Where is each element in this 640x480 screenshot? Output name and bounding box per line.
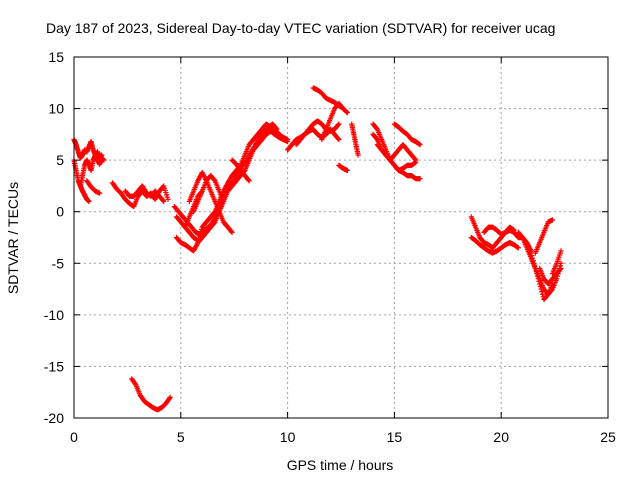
data-point <box>344 110 351 116</box>
data-point <box>101 157 107 163</box>
data-point <box>539 291 546 297</box>
x-tick-label: 15 <box>387 429 403 445</box>
data-point <box>99 152 105 158</box>
data-point <box>228 228 234 235</box>
y-tick-label: 10 <box>48 101 64 117</box>
series-arc-24 <box>391 121 423 148</box>
series-arc-1 <box>71 136 107 167</box>
data-point <box>532 263 538 269</box>
data-points <box>71 85 564 413</box>
data-point <box>161 198 167 204</box>
data-point <box>530 258 536 264</box>
series-arc-4 <box>84 178 103 196</box>
chart-title: Day 187 of 2023, Sidereal Day-to-day VTE… <box>46 20 555 36</box>
x-axis-label: GPS time / hours <box>287 457 394 473</box>
series-arc-26 <box>468 234 521 256</box>
data-point <box>529 255 536 261</box>
series-arc-3 <box>77 183 92 204</box>
data-point <box>412 156 418 162</box>
data-point <box>515 245 521 251</box>
data-point <box>97 190 103 196</box>
data-point <box>557 266 563 272</box>
series-arc-5 <box>109 180 171 210</box>
data-point <box>340 105 346 112</box>
data-point <box>339 105 346 111</box>
data-point <box>344 167 351 174</box>
grid-lines <box>74 57 608 418</box>
x-tick-label: 25 <box>600 429 616 445</box>
series-arc-14 <box>229 157 252 184</box>
data-point <box>511 227 517 233</box>
data-point <box>558 265 564 272</box>
series-arc-17 <box>310 85 351 116</box>
data-point <box>417 176 423 182</box>
data-point <box>274 126 280 132</box>
y-tick-labels: -20 -15 -10 -5 0 5 10 15 <box>44 49 64 426</box>
y-tick-label: -10 <box>44 307 64 323</box>
y-axis-label: SDTVAR / TECUs <box>5 182 21 294</box>
series-arc-31 <box>532 217 556 256</box>
y-tick-label: 15 <box>48 49 64 65</box>
data-point <box>285 136 291 143</box>
series-arc-19 <box>336 162 351 174</box>
data-point <box>336 136 342 143</box>
data-point <box>132 381 138 387</box>
data-point <box>417 142 423 148</box>
series-arc-27 <box>481 224 517 238</box>
series-arc-32 <box>549 248 564 277</box>
series-arc-10 <box>171 121 280 238</box>
data-point <box>229 229 235 235</box>
series-arc-7 <box>129 376 173 413</box>
data-point <box>246 178 252 184</box>
axis-ticks <box>73 56 609 419</box>
data-point <box>220 198 227 204</box>
x-tick-label: 20 <box>493 429 509 445</box>
series-arc-18 <box>319 100 346 143</box>
y-tick-label: -5 <box>52 255 65 271</box>
data-point <box>199 188 205 194</box>
data-point <box>336 121 342 127</box>
data-point <box>160 197 166 204</box>
series-arc-21 <box>370 121 423 182</box>
x-tick-label: 5 <box>177 429 185 445</box>
series-arc-29 <box>524 240 564 297</box>
x-tick-label: 10 <box>280 429 296 445</box>
data-point <box>355 152 361 158</box>
data-point <box>273 125 279 131</box>
series-arc-23 <box>374 142 419 163</box>
series-arc-30 <box>537 265 564 287</box>
data-point <box>166 395 173 402</box>
y-tick-label: 5 <box>56 152 64 168</box>
plot-frame <box>73 56 609 419</box>
x-tick-label: 0 <box>70 429 78 445</box>
data-point <box>86 198 92 204</box>
y-tick-label: 0 <box>56 204 64 220</box>
data-point <box>245 177 252 183</box>
y-tick-label: -15 <box>44 358 64 374</box>
data-point <box>558 248 564 254</box>
data-point <box>165 196 171 202</box>
data-point <box>335 136 341 142</box>
series-arc-2 <box>71 149 105 189</box>
data-point <box>167 394 173 400</box>
series-arc-13 <box>182 188 205 230</box>
series-arc-20 <box>349 121 361 158</box>
data-point <box>413 157 419 163</box>
data-point <box>531 260 537 266</box>
data-point <box>549 217 556 223</box>
y-tick-label: -20 <box>44 410 64 426</box>
series-arc-6 <box>122 183 167 204</box>
data-point <box>198 189 205 195</box>
data-point <box>335 122 341 128</box>
series-arc-9 <box>173 121 291 244</box>
data-point <box>344 109 350 115</box>
data-point <box>529 252 535 259</box>
x-tick-labels: 0 5 10 15 20 25 <box>70 429 616 445</box>
